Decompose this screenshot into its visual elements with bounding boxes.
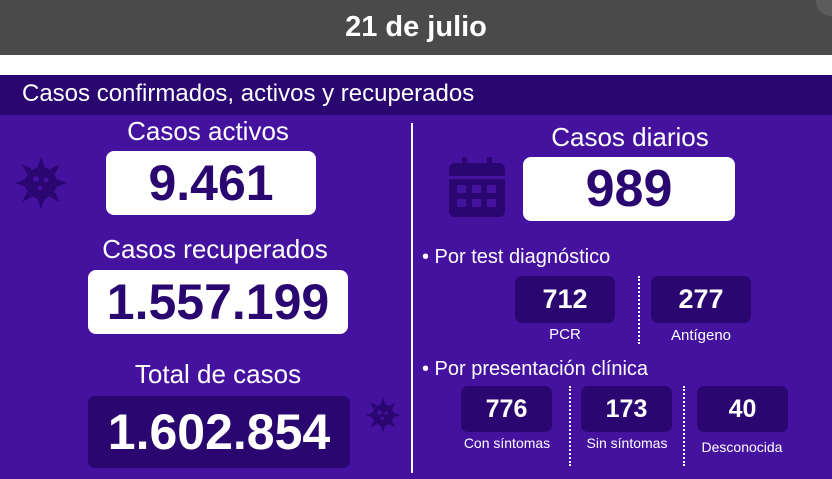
column-divider [411, 123, 413, 473]
total-casos-label: Total de casos [134, 359, 302, 389]
total-casos-value: 1.602.854 [88, 396, 350, 468]
con-sintomas-value: 776 [461, 386, 552, 432]
casos-recuperados-label: Casos recuperados [102, 234, 328, 264]
con-sintomas-label: Con síntomas [463, 435, 551, 451]
desconocida-label: Desconocida [701, 439, 783, 455]
presentacion-divider-1 [569, 386, 571, 466]
casos-activos-value: 9.461 [106, 151, 316, 215]
presentacion-divider-2 [683, 386, 685, 466]
virus-icon [365, 397, 401, 433]
stats-panel: Casos confirmados, activos y recuperados… [0, 75, 832, 479]
test-divider [638, 276, 640, 344]
sin-sintomas-label: Sin síntomas [586, 435, 668, 451]
por-test-heading: • Por test diagnóstico [422, 246, 611, 268]
casos-recuperados-value: 1.557.199 [88, 270, 348, 334]
date-title: 21 de julio [345, 11, 487, 43]
sin-sintomas-value: 173 [581, 386, 672, 432]
antigeno-label: Antígeno [670, 327, 732, 344]
casos-activos-label: Casos activos [127, 116, 289, 146]
panel-title: Casos confirmados, activos y recuperados [22, 80, 475, 107]
virus-icon [15, 157, 67, 209]
por-presentacion-heading: • Por presentación clínica [422, 358, 649, 380]
antigeno-value: 277 [651, 276, 751, 323]
desconocida-value: 40 [697, 386, 788, 432]
casos-diarios-label: Casos diarios [551, 122, 709, 152]
panel-header: Casos confirmados, activos y recuperados [0, 75, 832, 115]
pcr-label: PCR [549, 326, 581, 343]
calendar-icon [449, 157, 505, 217]
pcr-value: 712 [515, 276, 615, 323]
corner-button [816, 0, 832, 16]
casos-diarios-value: 989 [523, 157, 735, 221]
date-header: 21 de julio [0, 0, 832, 55]
